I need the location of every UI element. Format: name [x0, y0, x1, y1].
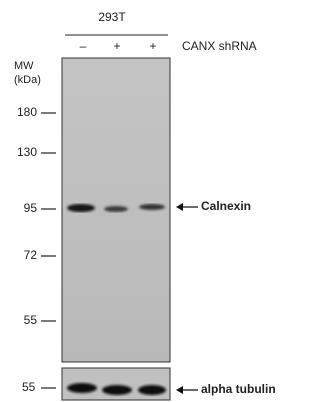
lane-label: +: [113, 39, 120, 53]
lane-label: +: [149, 39, 156, 53]
cell-line: 293T: [98, 10, 126, 24]
band: [67, 383, 97, 393]
marker-label: 55: [24, 313, 38, 327]
arrow-head: [176, 203, 183, 211]
band: [139, 204, 165, 210]
marker-label: 55: [22, 380, 36, 394]
mw-label: (kDa): [14, 74, 41, 86]
mw-label: MW: [14, 60, 34, 72]
band: [67, 204, 95, 212]
arrow-head: [176, 386, 183, 394]
treatment-label: CANX shRNA: [182, 39, 257, 53]
band: [138, 385, 166, 395]
western-blot-figure: 293T – + + CANX shRNA MW (kDa) 180 130 95 7…: [0, 0, 291, 402]
marker-label: 180: [17, 105, 37, 119]
marker-label: 95: [24, 201, 38, 215]
marker-label: 130: [17, 145, 37, 159]
target-label: alpha tubulin: [201, 382, 276, 396]
band: [102, 385, 132, 395]
marker-label: 72: [24, 248, 38, 262]
target-label: Calnexin: [201, 199, 251, 213]
band: [104, 206, 128, 212]
lane-label: –: [80, 39, 87, 53]
marker-group: 180 130 95 72 55: [17, 105, 56, 327]
